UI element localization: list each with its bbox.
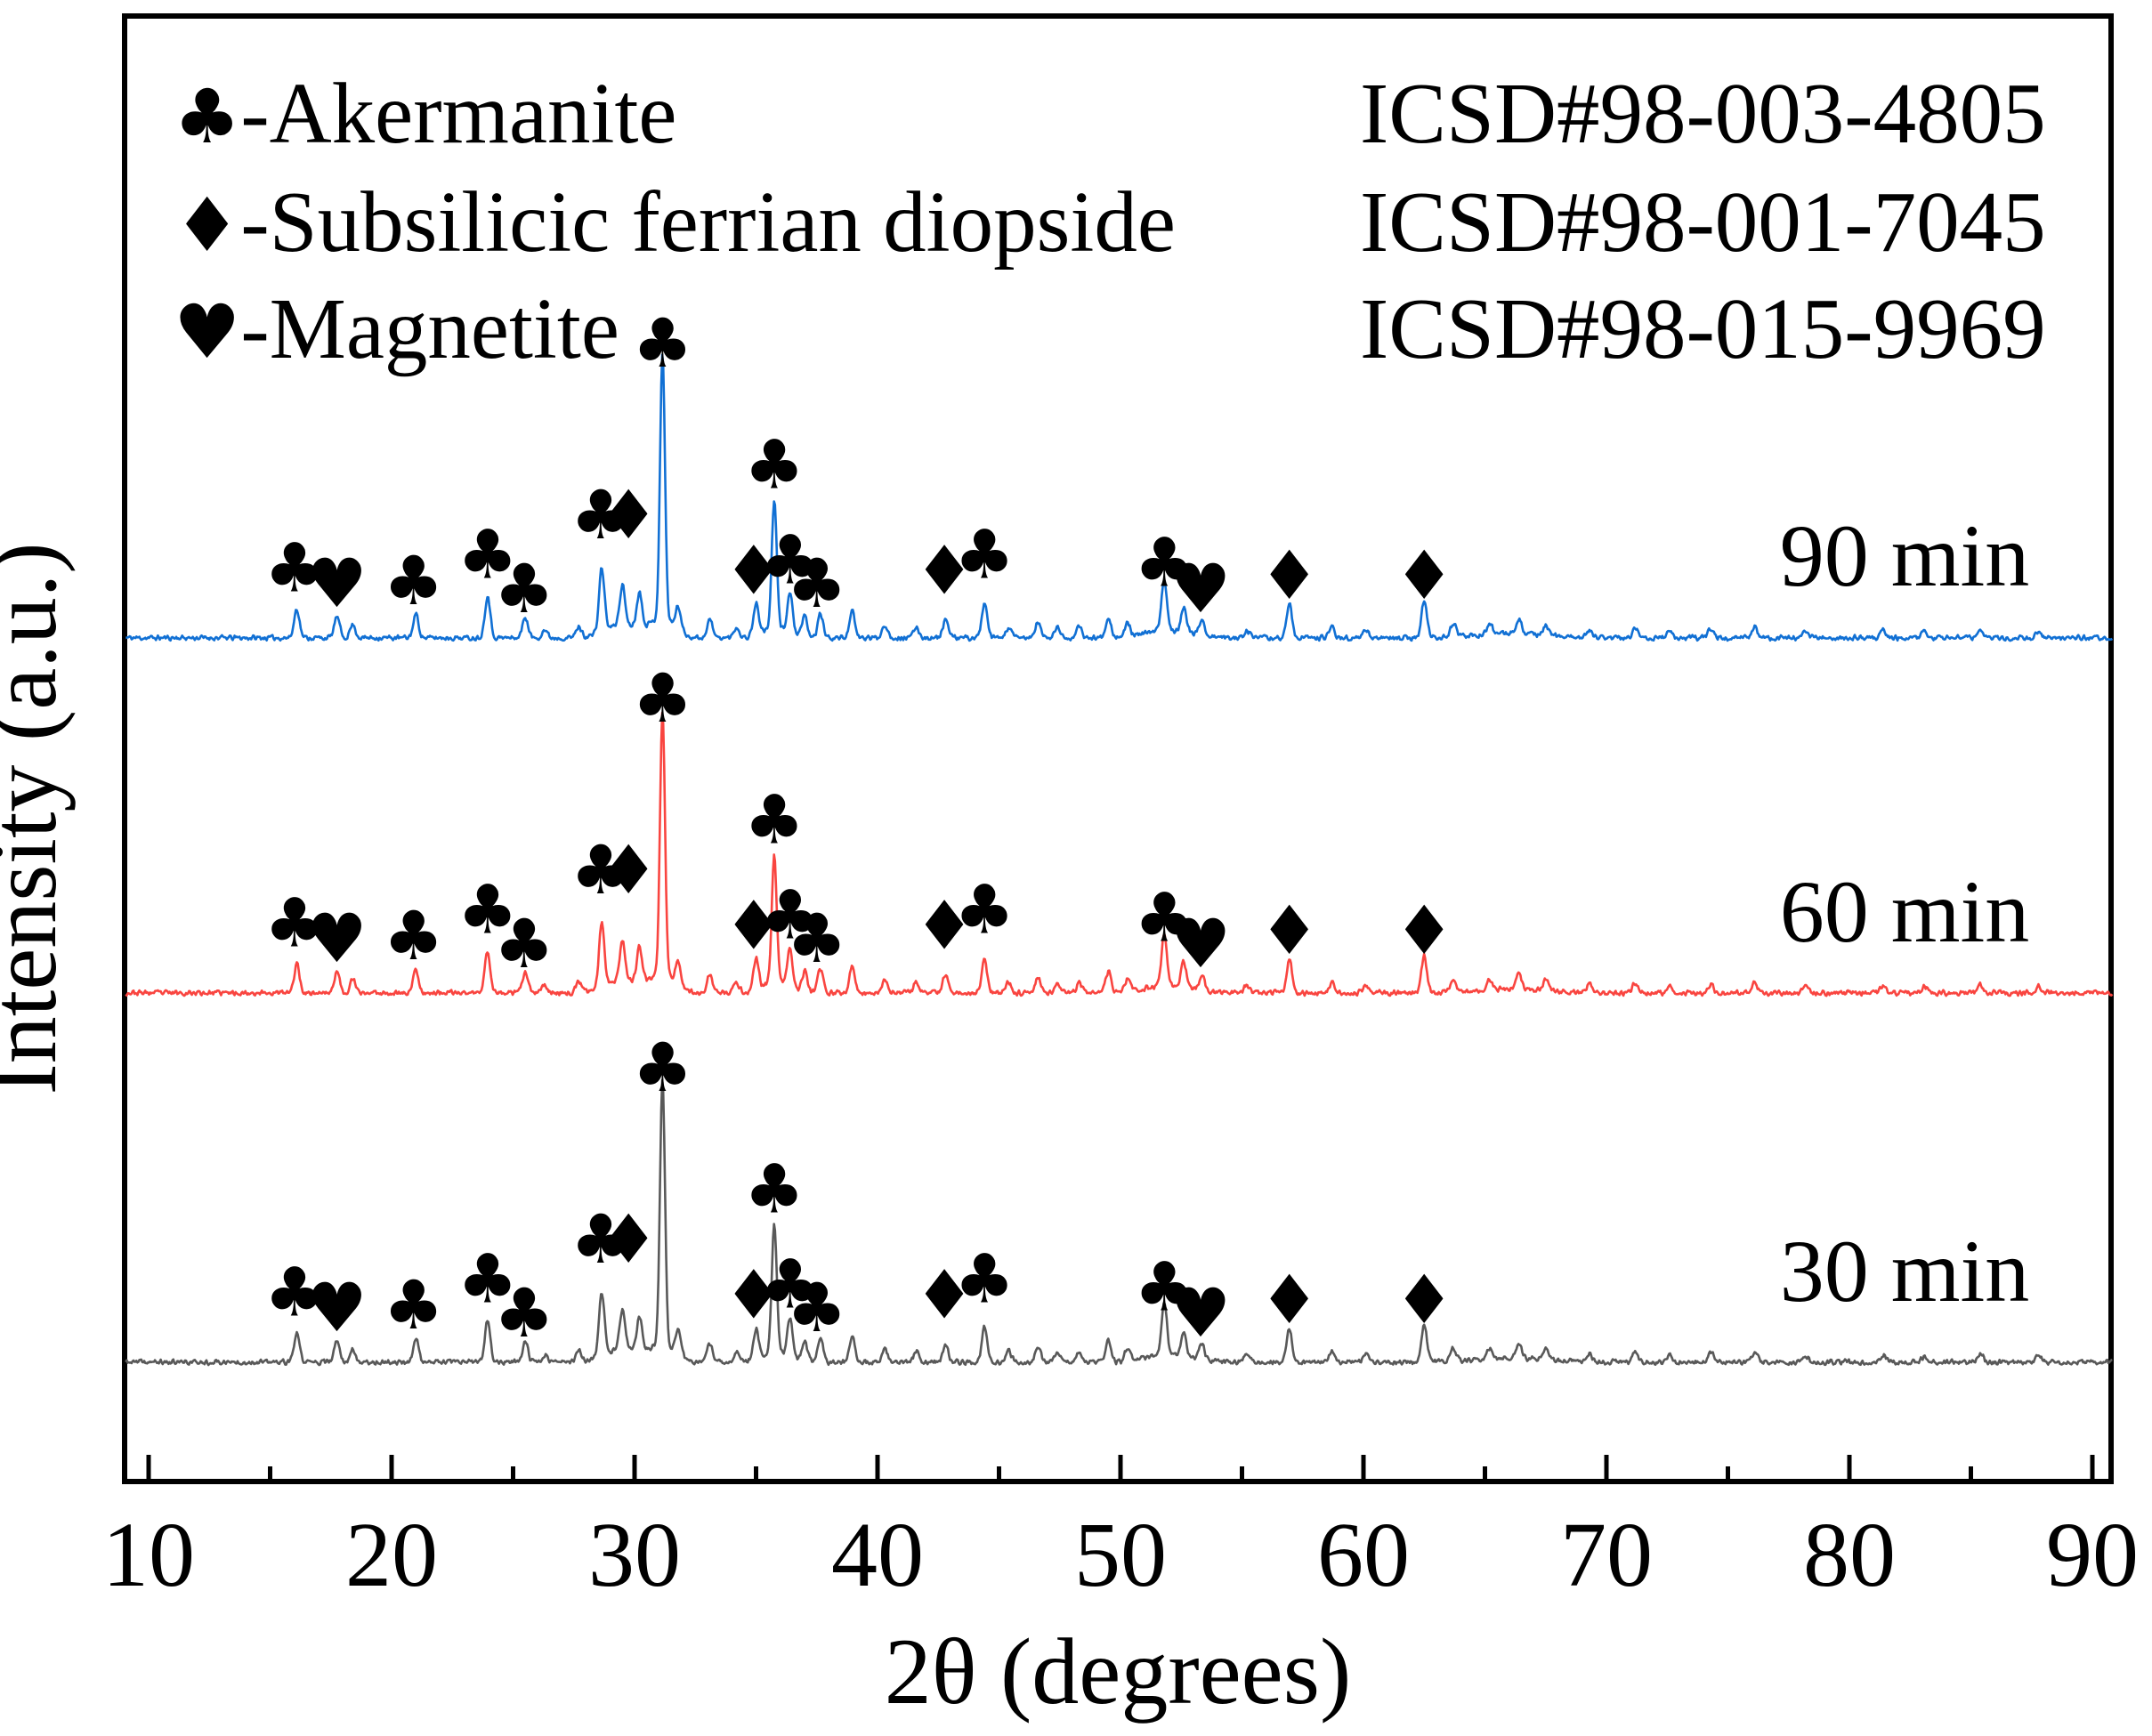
plot-border <box>122 13 2114 1484</box>
x-tick-label: 60 <box>1317 1504 1410 1606</box>
series-label-60min: 60 min <box>1780 862 2030 961</box>
legend-name-magnetite: Magnetite <box>270 281 619 376</box>
akermanite-peak-marker: ♣ <box>494 549 554 628</box>
akermanite-peak-marker: ♣ <box>570 475 631 554</box>
x-tick-label: 20 <box>345 1504 438 1606</box>
akermanite-peak-marker: ♣ <box>570 1199 631 1279</box>
akermanite-peak-marker: ♣ <box>457 869 518 949</box>
x-tick-label: 80 <box>1803 1504 1896 1606</box>
legend-name-akermanite: Akermanite <box>270 66 677 161</box>
series-label-30min: 30 min <box>1780 1222 2030 1320</box>
x-tick-label: 90 <box>2046 1504 2139 1606</box>
legend-entry-akermanite: ♣-Akermanite <box>174 66 677 161</box>
akermanite-peak-marker: ♣ <box>954 514 1015 593</box>
akermanite-peak-marker: ♣ <box>264 1252 325 1331</box>
akermanite-peak-marker: ♣ <box>570 830 631 909</box>
club-icon: ♣ <box>174 73 240 160</box>
akermanite-peak-marker: ♣ <box>632 303 692 383</box>
akermanite-peak-marker: ♣ <box>744 779 805 859</box>
akermanite-peak-marker: ♣ <box>787 1268 847 1347</box>
heart-icon: ♥ <box>174 288 240 375</box>
legend-entry-diopside: ♦-Subsilicic ferrian diopside <box>174 174 1176 270</box>
diopside-peak-marker: ♦ <box>1394 1260 1454 1339</box>
akermanite-peak-marker: ♣ <box>494 1273 554 1352</box>
akermanite-peak-marker: ♣ <box>494 904 554 983</box>
legend-dash: - <box>240 174 269 270</box>
diopside-peak-marker: ♦ <box>598 830 659 909</box>
x-tick-label: 50 <box>1074 1504 1167 1606</box>
diopside-peak-marker: ♦ <box>914 530 975 610</box>
diopside-peak-marker: ♦ <box>598 1199 659 1279</box>
diopside-peak-marker: ♦ <box>914 1255 975 1334</box>
magnetite-peak-marker: ♥ <box>307 1268 368 1347</box>
x-tick-label: 10 <box>102 1504 195 1606</box>
akermanite-peak-marker: ♣ <box>1134 522 1194 602</box>
diopside-peak-marker: ♦ <box>724 885 784 965</box>
akermanite-peak-marker: ♣ <box>744 424 805 504</box>
legend-icsd-magnetite: ICSD#98-015-9969 <box>1360 281 2046 376</box>
series-label-90min: 90 min <box>1780 506 2030 605</box>
akermanite-peak-marker: ♣ <box>1134 1247 1194 1326</box>
diopside-peak-marker: ♦ <box>598 475 659 554</box>
akermanite-peak-marker: ♣ <box>1134 877 1194 957</box>
akermanite-peak-marker: ♣ <box>760 1244 821 1323</box>
legend-name-diopside: Subsilicic ferrian diopside <box>270 174 1176 270</box>
akermanite-peak-marker: ♣ <box>632 1028 692 1107</box>
x-tick-label: 70 <box>1560 1504 1653 1606</box>
xrd-curve-30min <box>125 1078 2113 1367</box>
akermanite-peak-marker: ♣ <box>787 544 847 623</box>
diopside-peak-marker: ♦ <box>724 1255 784 1334</box>
xrd-curve-90min <box>125 353 2114 642</box>
akermanite-peak-marker: ♣ <box>954 1239 1015 1318</box>
x-axis-ticks <box>146 1455 2095 1482</box>
akermanite-peak-marker: ♣ <box>632 658 692 738</box>
diopside-peak-marker: ♦ <box>1259 1260 1320 1339</box>
generated-chart-content: 10 20 30 40 50 60 70 80 90♣♥ ♣ ♣♣♣♦♣♦♣♣♣ ♦♣ ♣♥ ♦ ♦♣♥ ♣ ♣… <box>102 303 2139 1606</box>
akermanite-peak-marker: ♣ <box>264 883 325 962</box>
magnetite-peak-marker: ♥ <box>307 544 368 623</box>
akermanite-peak-marker: ♣ <box>383 896 443 975</box>
akermanite-peak-marker: ♣ <box>457 1239 518 1318</box>
legend-dash: - <box>240 281 269 376</box>
legend-entry-magnetite: ♥-Magnetite <box>174 281 619 376</box>
magnetite-peak-marker: ♥ <box>1170 549 1231 628</box>
magnetite-peak-marker: ♥ <box>1170 904 1231 983</box>
xrd-curve-60min <box>125 711 2114 997</box>
akermanite-peak-marker: ♣ <box>760 875 821 954</box>
akermanite-peak-marker: ♣ <box>954 869 1015 949</box>
akermanite-peak-marker: ♣ <box>383 541 443 620</box>
legend-icsd-diopside: ICSD#98-001-7045 <box>1360 174 2046 270</box>
legend-dash: - <box>240 66 269 161</box>
akermanite-peak-marker: ♣ <box>457 514 518 593</box>
diamond-icon: ♦ <box>174 182 240 269</box>
x-axis-title: 2θ (degrees) <box>885 1619 1352 1724</box>
x-tick-label: 40 <box>831 1504 924 1606</box>
diopside-peak-marker: ♦ <box>1394 536 1454 615</box>
akermanite-peak-marker: ♣ <box>760 520 821 599</box>
diopside-peak-marker: ♦ <box>724 530 784 610</box>
y-axis-title: Intensity (a.u.) <box>0 542 76 1094</box>
legend-icsd-akermanite: ICSD#98-003-4805 <box>1360 66 2046 161</box>
diopside-peak-marker: ♦ <box>1259 536 1320 615</box>
akermanite-peak-marker: ♣ <box>744 1149 805 1228</box>
magnetite-peak-marker: ♥ <box>1170 1273 1231 1352</box>
diopside-peak-marker: ♦ <box>914 885 975 965</box>
akermanite-peak-marker: ♣ <box>787 899 847 978</box>
akermanite-peak-marker: ♣ <box>383 1265 443 1344</box>
diopside-peak-marker: ♦ <box>1259 891 1320 970</box>
akermanite-peak-marker: ♣ <box>264 528 325 607</box>
magnetite-peak-marker: ♥ <box>307 899 368 978</box>
diopside-peak-marker: ♦ <box>1394 891 1454 970</box>
x-tick-label: 30 <box>588 1504 681 1606</box>
